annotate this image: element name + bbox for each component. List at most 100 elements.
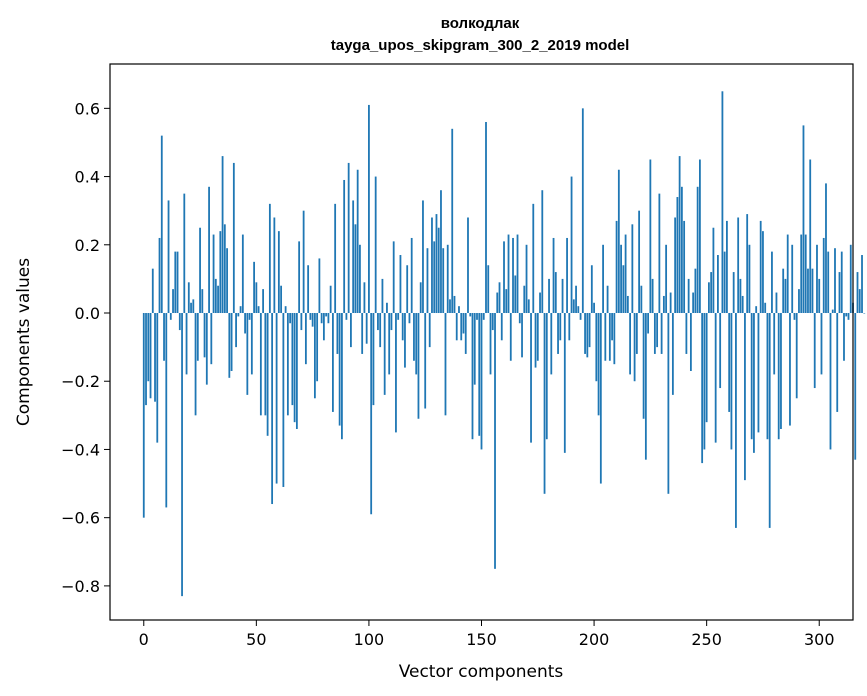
bar-152 [485, 121, 487, 314]
bar-26 [201, 289, 204, 314]
bar-271 [753, 313, 755, 453]
bar-98 [363, 282, 366, 314]
bar-252 [710, 272, 713, 313]
bar-300 [818, 278, 821, 314]
bar-135 [446, 244, 449, 314]
bar-56 [268, 203, 271, 313]
bar-57 [271, 313, 274, 505]
bar-5 [154, 313, 156, 402]
bar-158 [498, 282, 501, 314]
bar-45 [244, 313, 246, 334]
x-tick-label: 200 [579, 630, 610, 649]
bar-278 [768, 313, 771, 528]
bar-215 [626, 295, 629, 314]
bar-67 [293, 313, 296, 423]
bar-15 [176, 251, 179, 314]
bar-157 [496, 292, 499, 314]
bar-296 [809, 159, 812, 314]
bar-266 [741, 295, 744, 314]
bar-134 [444, 313, 447, 416]
bar-120 [413, 313, 415, 361]
bar-281 [775, 292, 778, 314]
bar-290 [795, 313, 798, 399]
bar-307 [834, 248, 836, 314]
bar-193 [577, 306, 580, 313]
bar-268 [746, 214, 749, 314]
bar-133 [442, 248, 445, 314]
bar-167 [518, 313, 521, 324]
bar-53 [262, 289, 264, 314]
chart-subtitle: tayga_upos_skipgram_300_2_2019 model [331, 37, 630, 54]
bar-201 [595, 313, 598, 382]
bar-184 [557, 313, 559, 354]
bar-149 [478, 313, 481, 436]
bar-269 [748, 244, 751, 314]
bar-85 [334, 203, 337, 313]
y-tick-label: 0.6 [75, 99, 100, 118]
bar-50 [255, 282, 258, 314]
bar-150 [480, 313, 483, 450]
bar-228 [656, 313, 659, 348]
bar-248 [701, 313, 704, 464]
bar-211 [617, 169, 620, 313]
bar-164 [512, 237, 514, 313]
y-tick-label: 0.2 [75, 236, 100, 255]
bar-291 [798, 289, 800, 314]
bar-191 [572, 299, 575, 313]
bar-180 [548, 278, 550, 314]
bar-124 [422, 200, 424, 313]
bar-243 [689, 313, 692, 371]
bar-260 [728, 313, 731, 412]
bar-270 [750, 313, 753, 440]
bar-137 [451, 128, 454, 314]
bar-220 [638, 210, 641, 313]
bar-106 [381, 278, 384, 314]
bar-246 [696, 186, 699, 314]
bar-238 [678, 156, 681, 314]
bar-16 [178, 313, 181, 331]
bar-82 [327, 313, 330, 324]
bar-267 [744, 313, 746, 481]
bar-317 [856, 272, 859, 313]
bar-51 [257, 306, 260, 313]
bar-114 [399, 255, 402, 314]
bar-77 [316, 313, 319, 382]
bar-46 [246, 313, 249, 395]
bar-0 [142, 313, 145, 518]
bar-261 [730, 313, 733, 450]
bar-100 [368, 104, 370, 314]
bar-168 [521, 313, 523, 358]
bar-79 [320, 313, 323, 324]
bar-247 [699, 159, 701, 314]
bar-128 [431, 217, 433, 314]
bar-40 [232, 162, 235, 314]
bar-31 [212, 234, 215, 313]
bar-21 [190, 302, 192, 313]
bar-264 [737, 217, 740, 314]
y-tick-label: −0.2 [61, 372, 100, 391]
bar-165 [514, 275, 517, 313]
bar-123 [419, 282, 422, 314]
bar-277 [766, 313, 769, 440]
bar-176 [539, 292, 541, 314]
bar-78 [318, 258, 321, 314]
bar-311 [843, 313, 845, 361]
bar-199 [590, 265, 593, 313]
bar-294 [804, 234, 807, 313]
bar-262 [732, 272, 735, 313]
bar-298 [813, 313, 816, 389]
bar-108 [386, 302, 388, 313]
bar-156 [494, 313, 496, 569]
bar-192 [575, 285, 577, 314]
bar-304 [827, 251, 830, 314]
bar-64 [286, 313, 289, 416]
bar-287 [789, 313, 791, 426]
y-tick-label: −0.6 [61, 509, 100, 528]
bar-206 [606, 285, 609, 314]
bar-121 [415, 313, 418, 375]
bar-113 [397, 313, 400, 320]
bar-306 [831, 309, 834, 314]
bar-272 [755, 306, 758, 313]
bar-32 [214, 278, 217, 314]
